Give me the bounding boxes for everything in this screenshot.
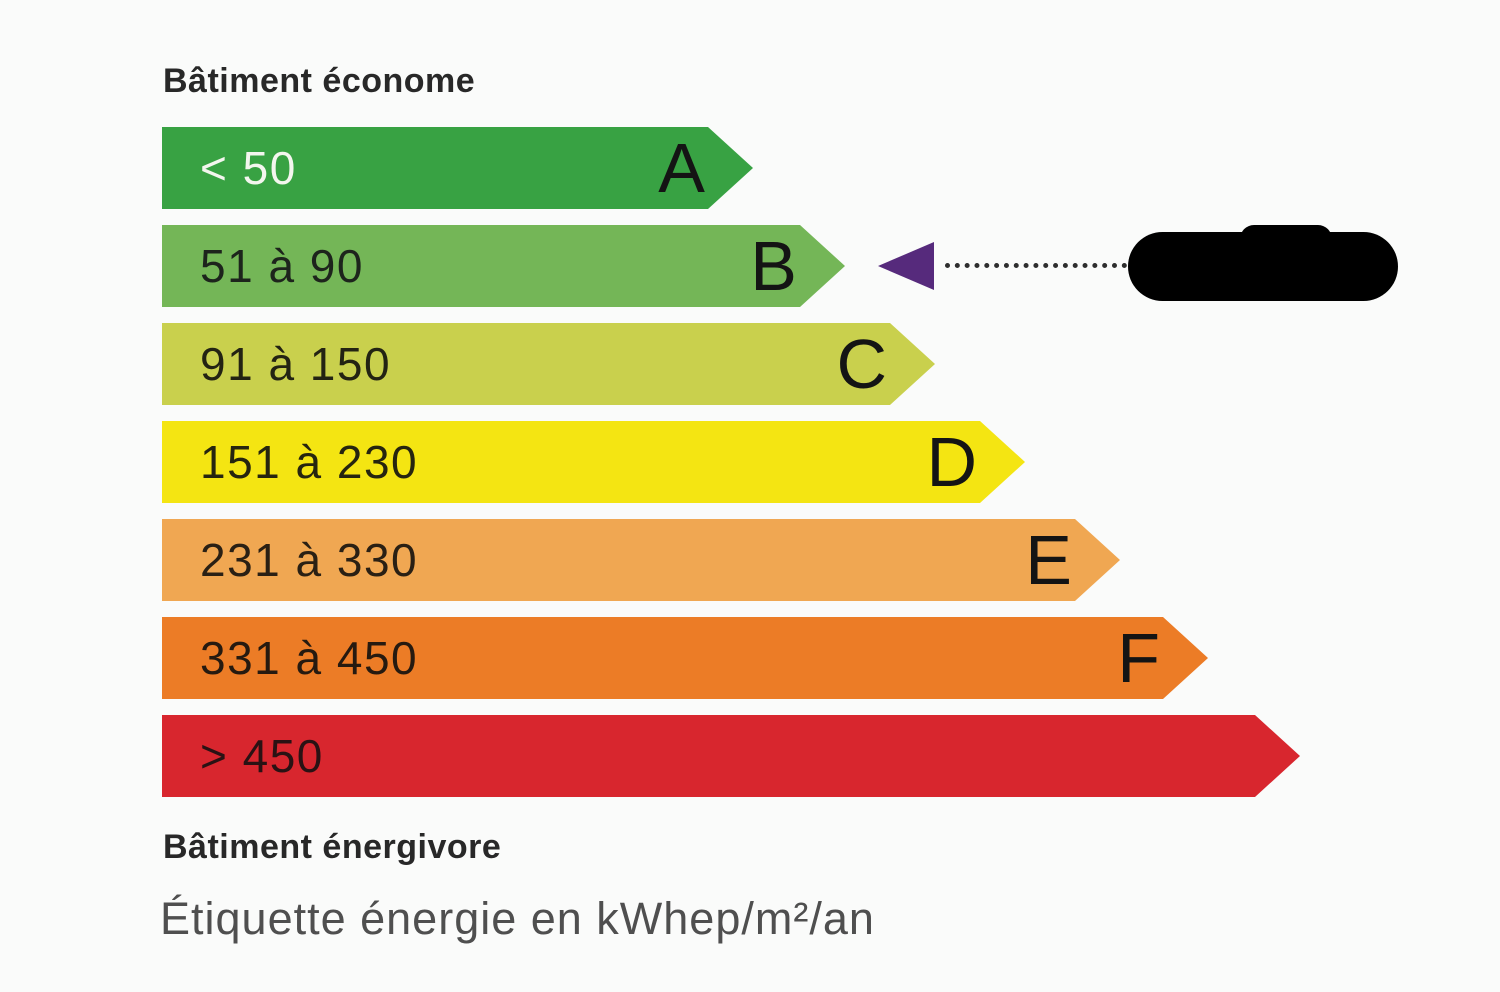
energy-class-arrow-bar: 151 à 230 D <box>162 421 1025 503</box>
redacted-value-blob <box>1128 232 1398 301</box>
energy-class-arrow-bar: > 450 <box>162 715 1300 797</box>
energy-class-row-b: 51 à 90 B <box>162 225 1500 307</box>
range-label: 51 à 90 <box>200 240 364 292</box>
class-letter: C <box>836 325 887 403</box>
range-label: 231 à 330 <box>200 534 419 586</box>
class-letter: E <box>1025 521 1072 599</box>
class-letter: B <box>750 227 797 305</box>
energy-intensive-building-label: Bâtiment énergivore <box>163 828 502 866</box>
selected-class-arrow-icon <box>878 242 934 290</box>
energy-class-row-e: 231 à 330 E <box>162 519 1500 601</box>
energy-class-arrow-bar: 231 à 330 E <box>162 519 1120 601</box>
class-letter: F <box>1117 619 1160 697</box>
energy-class-row-f: 331 à 450 F <box>162 617 1500 699</box>
range-label: > 450 <box>200 730 324 782</box>
class-letter: A <box>658 129 705 207</box>
energy-class-row-c: 91 à 150 C <box>162 323 1500 405</box>
energy-class-row-d: 151 à 230 D <box>162 421 1500 503</box>
energy-class-row-a: < 50 A <box>162 127 1500 209</box>
energy-class-arrow-bar: 331 à 450 F <box>162 617 1208 699</box>
range-label: 151 à 230 <box>200 436 419 488</box>
dotted-connector-line <box>945 263 1127 268</box>
economical-building-label: Bâtiment économe <box>163 62 476 100</box>
energy-scale-caption: Étiquette énergie en kWhep/m²/an <box>160 893 875 944</box>
range-label: < 50 <box>200 142 297 194</box>
range-label: 91 à 150 <box>200 338 392 390</box>
energy-class-row: > 450 <box>162 715 1500 797</box>
energy-class-arrow-bar: < 50 A <box>162 127 753 209</box>
energy-class-arrow-bar: 51 à 90 B <box>162 225 845 307</box>
energy-class-bars: < 50 A 51 à 90 B 91 à 150 C 151 à 230 D 231 à 33… <box>162 127 1500 797</box>
range-label: 331 à 450 <box>200 632 419 684</box>
energy-class-arrow-bar: 91 à 150 C <box>162 323 935 405</box>
class-letter: D <box>926 423 977 501</box>
